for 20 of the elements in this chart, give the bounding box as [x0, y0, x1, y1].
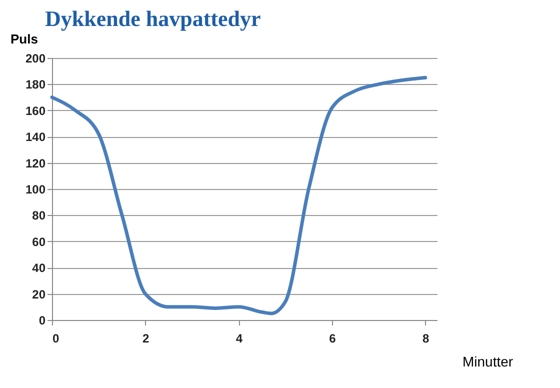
- x-tick-label: 2: [142, 332, 150, 346]
- y-tick-label: 120: [25, 156, 46, 170]
- chart-title: Dykkende havpattedyr: [45, 6, 261, 31]
- x-tick-label: 8: [422, 332, 430, 346]
- y-tick-label: 60: [32, 234, 46, 249]
- y-tick-label: 40: [32, 261, 46, 276]
- x-axis-title: Minutter: [462, 354, 514, 370]
- x-tick-label: 4: [236, 332, 243, 346]
- x-tick-label: 0: [52, 332, 60, 346]
- y-tick-label: 200: [25, 52, 46, 66]
- y-tick-label: 140: [25, 130, 46, 144]
- y-axis-title: Puls: [10, 32, 38, 46]
- line-series: [50, 76, 428, 316]
- x-tick-label: 6: [329, 332, 336, 346]
- y-tick-label: 180: [25, 78, 46, 92]
- y-tick-label: 80: [32, 208, 46, 223]
- y-tick-label: 20: [32, 287, 46, 302]
- y-tick-label: 0: [38, 314, 46, 328]
- y-tick-label: 160: [25, 104, 46, 118]
- y-tick-label: 100: [25, 182, 46, 196]
